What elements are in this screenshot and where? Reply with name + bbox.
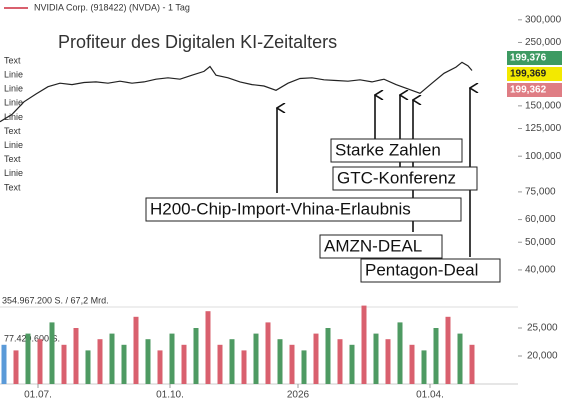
volume-bar (193, 328, 199, 384)
left-label: Linie (4, 140, 23, 150)
left-label: Linie (4, 168, 23, 178)
price-label: 199,362 (510, 85, 547, 96)
price-label-box (507, 83, 562, 97)
left-label: Linie (4, 84, 23, 94)
left-label: Linie (4, 98, 23, 108)
left-label: Linie (4, 112, 23, 122)
y-tick-label: 25,000 (527, 323, 558, 334)
y-tick-label: 50,000 (525, 237, 556, 248)
y-tick-label: 20,000 (527, 351, 558, 362)
volume-bar (85, 350, 91, 384)
volume-bar (1, 344, 7, 384)
volume-bar (433, 328, 439, 384)
price-label: 199,369 (510, 69, 547, 80)
volume-bar (373, 333, 379, 384)
volume-subtitle: 77.429.600 S. (4, 333, 60, 343)
volume-bar (229, 339, 235, 384)
volume-bar (73, 328, 79, 384)
y-tick-label: 125,000 (525, 123, 562, 134)
annotation-boxes (145, 138, 501, 283)
x-tick-label: 2026 (287, 390, 310, 401)
left-label: Text (4, 55, 21, 65)
volume-bar (265, 322, 271, 384)
price-line (0, 61, 473, 123)
left-label: Text (4, 182, 21, 192)
volume-bar (349, 344, 355, 384)
volume-bar (109, 333, 115, 384)
volume-bar (133, 316, 139, 384)
volume-bar (301, 350, 307, 384)
left-label: Text (4, 126, 21, 136)
volume-bar (61, 344, 67, 384)
y-tick-label: 150,000 (525, 101, 562, 112)
volume-bar (121, 344, 127, 384)
volume-bar (277, 339, 283, 384)
y-tick-label: 40,000 (525, 265, 556, 276)
volume-bar (457, 333, 463, 384)
chart-title: Profiteur des Digitalen KI-Zeitalters (58, 32, 337, 52)
volume-bar (205, 311, 211, 384)
volume-bar (421, 350, 427, 384)
y-tick-label: 250,000 (525, 37, 562, 48)
volume-bar (169, 333, 175, 384)
price-label: 199,376 (510, 53, 547, 64)
volume-bar (241, 350, 247, 384)
volume-bar (253, 333, 259, 384)
volume-bar (37, 339, 43, 384)
y-tick-label: 100,000 (525, 151, 562, 162)
annotation: AMZN-DEAL (324, 236, 422, 255)
left-label: Linie (4, 69, 23, 79)
left-label: Text (4, 154, 21, 164)
y-tick-label: 75,000 (525, 187, 556, 198)
price-label-box (507, 51, 562, 65)
x-tick-label: 01.10. (156, 390, 184, 401)
annotation: Pentagon-Deal (365, 260, 478, 279)
volume-bar (325, 328, 331, 384)
x-tick-label: 01.04. (416, 390, 444, 401)
volume-bar (217, 344, 223, 384)
volume-bar (49, 322, 55, 384)
volume-bar (361, 305, 367, 384)
x-tick-label: 01.07. (24, 390, 52, 401)
volume-bar (313, 333, 319, 384)
volume-bar (469, 344, 475, 384)
volume-bar (337, 339, 343, 384)
volume-title: 354.967.200 S. / 67,2 Mrd. (2, 295, 109, 305)
volume-bar (181, 344, 187, 384)
volume-bar (445, 316, 451, 384)
volume-bar (397, 322, 403, 384)
volume-bar (409, 344, 415, 384)
y-tick-label: 300,000 (525, 14, 562, 25)
y-tick-label: 60,000 (525, 214, 556, 225)
volume-bar (145, 339, 151, 384)
annotation: Starke Zahlen (335, 140, 441, 159)
annotation-arrows (277, 88, 470, 257)
volume-bar (25, 333, 31, 384)
header: NVIDIA Corp. (918422) (NVDA) - 1 Tag (34, 2, 190, 12)
volume-bar (157, 350, 163, 384)
volume-bar (13, 350, 19, 384)
volume-bar (385, 339, 391, 384)
volume-bar (289, 344, 295, 384)
annotation: H200-Chip-Import-Vhina-Erlaubnis (150, 199, 411, 218)
annotation: GTC-Konferenz (337, 168, 456, 187)
volume-bar (97, 339, 103, 384)
price-label-box (507, 67, 562, 81)
